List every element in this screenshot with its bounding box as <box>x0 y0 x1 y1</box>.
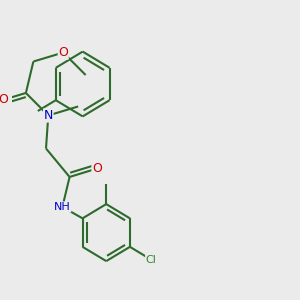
Text: O: O <box>0 93 8 106</box>
Text: Cl: Cl <box>146 255 157 265</box>
Text: NH: NH <box>54 202 71 212</box>
Text: O: O <box>92 162 102 175</box>
Text: N: N <box>44 109 53 122</box>
Text: O: O <box>58 46 68 59</box>
